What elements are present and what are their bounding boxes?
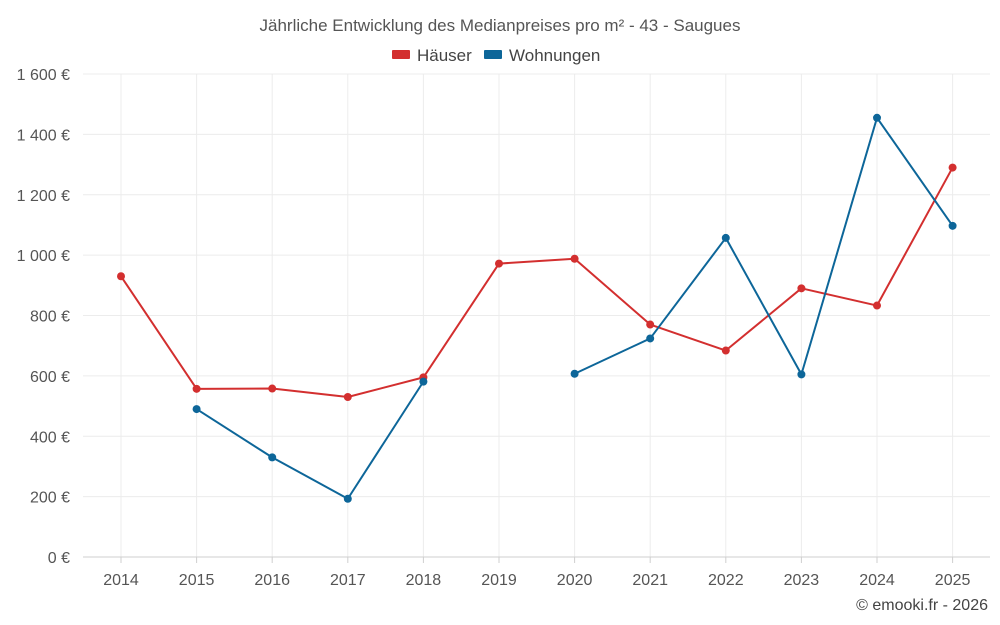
data-point[interactable]: [343, 494, 352, 503]
data-point[interactable]: [192, 384, 201, 393]
y-tick-label: 1 000 €: [17, 248, 70, 265]
y-tick-label: 400 €: [30, 429, 70, 446]
legend-label: Häuser: [417, 46, 472, 65]
y-tick-label: 800 €: [30, 309, 70, 326]
legend-item-0[interactable]: Häuser: [392, 46, 472, 65]
credit-label: © emooki.fr - 2026: [856, 597, 988, 614]
series-0: [117, 163, 957, 402]
data-point[interactable]: [570, 369, 579, 378]
series-line: [196, 381, 425, 500]
data-point[interactable]: [570, 254, 579, 263]
legend: Häuser Wohnungen: [392, 46, 600, 65]
data-point[interactable]: [268, 453, 277, 462]
data-point[interactable]: [343, 393, 352, 402]
y-tick-label: 1 200 €: [17, 188, 70, 205]
legend-label: Wohnungen: [509, 46, 600, 65]
legend-swatch: [392, 50, 410, 59]
data-point[interactable]: [646, 320, 655, 329]
legend-item-1[interactable]: Wohnungen: [484, 46, 600, 65]
grid: [83, 73, 990, 558]
y-tick-label: 0 €: [48, 550, 70, 567]
series-line: [120, 167, 954, 399]
data-point[interactable]: [721, 346, 730, 355]
data-point[interactable]: [721, 233, 730, 242]
series-layer: [117, 113, 957, 503]
data-point[interactable]: [117, 272, 125, 281]
chart-title: Jährliche Entwicklung des Medianpreises …: [260, 16, 741, 35]
x-tick-label: 2023: [784, 572, 820, 589]
x-tick-label: 2022: [708, 572, 744, 589]
x-axis: 2014 2015 2016 2017 2018 2019 2020 2021 2022 2023…: [103, 557, 970, 589]
data-point[interactable]: [948, 221, 957, 230]
y-tick-label: 1 400 €: [17, 127, 70, 144]
x-tick-label: 2017: [330, 572, 366, 589]
x-tick-label: 2021: [632, 572, 668, 589]
series-1: [192, 113, 957, 503]
legend-swatch: [484, 50, 502, 59]
data-point[interactable]: [419, 377, 428, 386]
x-tick-label: 2015: [179, 572, 215, 589]
data-point[interactable]: [495, 259, 503, 268]
series-line: [574, 116, 954, 376]
x-tick-label: 2024: [859, 572, 895, 589]
y-tick-label: 200 €: [30, 490, 70, 507]
x-tick-label: 2014: [103, 572, 139, 589]
x-tick-label: 2025: [935, 572, 971, 589]
x-tick-label: 2018: [406, 572, 442, 589]
data-point[interactable]: [873, 113, 881, 122]
data-point[interactable]: [646, 334, 655, 343]
y-tick-label: 600 €: [30, 369, 70, 386]
data-point[interactable]: [797, 284, 806, 293]
x-tick-label: 2019: [481, 572, 517, 589]
x-tick-label: 2016: [254, 572, 290, 589]
data-point[interactable]: [948, 163, 957, 172]
data-point[interactable]: [873, 301, 881, 310]
x-tick-label: 2020: [557, 572, 593, 589]
y-tick-label: 1 600 €: [17, 67, 70, 84]
y-axis: 0 € 200 € 400 € 600 € 800 € 1 000 € 1 200 € 1 4…: [17, 67, 70, 567]
data-point[interactable]: [797, 370, 806, 379]
data-point[interactable]: [192, 405, 201, 414]
data-point[interactable]: [268, 384, 277, 393]
